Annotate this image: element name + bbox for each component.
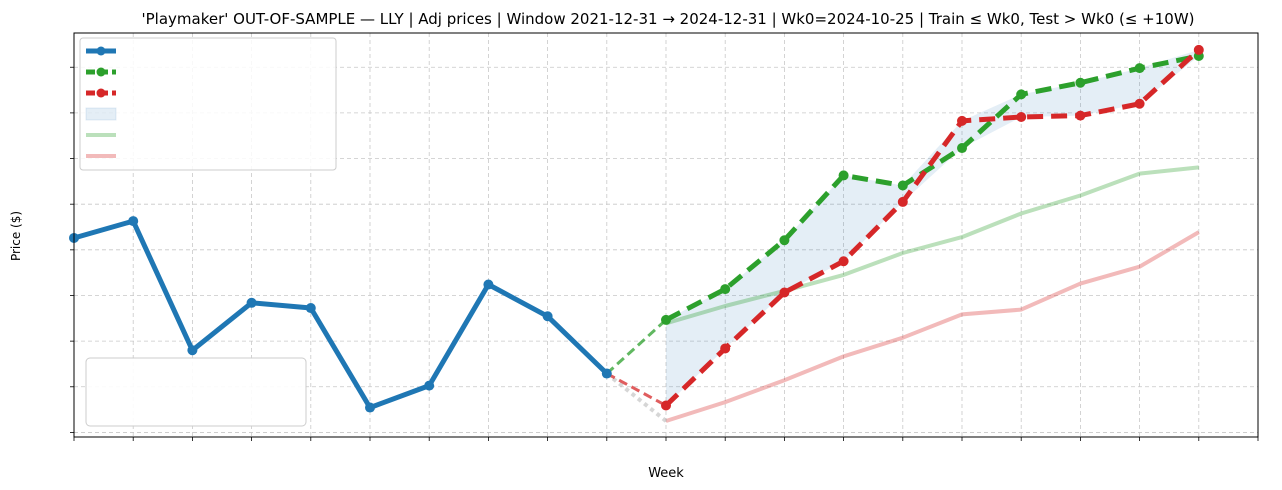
downside-forecast-point	[1134, 98, 1145, 109]
y-axis-label: Price ($)	[9, 211, 23, 261]
downside-forecast-point	[897, 196, 908, 207]
aggregate-downside-line	[665, 230, 1200, 423]
downside-forecast-line	[664, 48, 1201, 408]
actual-price-point	[365, 402, 375, 413]
downside-connector	[606, 372, 667, 407]
downside-forecast-point	[720, 343, 731, 354]
upside-forecast-point	[1134, 63, 1145, 74]
legend-marker	[96, 88, 106, 98]
actual-price-point	[187, 345, 198, 356]
legend-marker	[96, 46, 106, 56]
downside-forecast-point	[779, 287, 790, 298]
upside-forecast-point	[661, 314, 671, 325]
legend-swatch	[85, 107, 117, 121]
aggregate-connector	[605, 371, 668, 423]
downside-forecast-point	[957, 115, 967, 126]
chart-title: 'Playmaker' OUT-OF-SAMPLE — LLY | Adj pr…	[141, 10, 1194, 28]
upside-forecast-point	[779, 235, 790, 246]
upside-connector	[605, 318, 668, 375]
x-axis-label: Week	[648, 466, 684, 481]
forecast-range-band	[666, 49, 1199, 406]
legend	[79, 37, 337, 171]
info-box-frame	[85, 357, 307, 427]
actual-price-point	[542, 311, 553, 322]
upside-forecast-line	[664, 53, 1200, 323]
actual-price-point	[483, 279, 494, 290]
actual-price-point	[601, 368, 612, 379]
upside-forecast-point	[957, 143, 967, 154]
downside-forecast-point	[1193, 44, 1204, 55]
upside-forecast-point	[838, 170, 849, 181]
actual-price-point	[246, 297, 257, 308]
legend-frame	[79, 37, 337, 171]
actual-price-line	[73, 218, 609, 411]
info-box	[85, 357, 307, 427]
upside-forecast-point	[1075, 77, 1086, 88]
downside-forecast-point	[661, 400, 671, 411]
legend-marker	[96, 67, 106, 77]
downside-forecast-point	[838, 256, 849, 267]
actual-price-point	[424, 380, 435, 391]
actual-price-point	[305, 303, 316, 314]
upside-forecast-point	[897, 180, 908, 191]
axes-frame	[73, 32, 1259, 438]
upside-forecast-point	[720, 284, 731, 295]
actual-price-point	[128, 216, 139, 227]
upside-forecast-point	[1016, 89, 1027, 100]
downside-forecast-point	[1016, 111, 1027, 122]
downside-forecast-point	[1075, 110, 1086, 121]
aggregate-upside-line	[665, 165, 1200, 326]
